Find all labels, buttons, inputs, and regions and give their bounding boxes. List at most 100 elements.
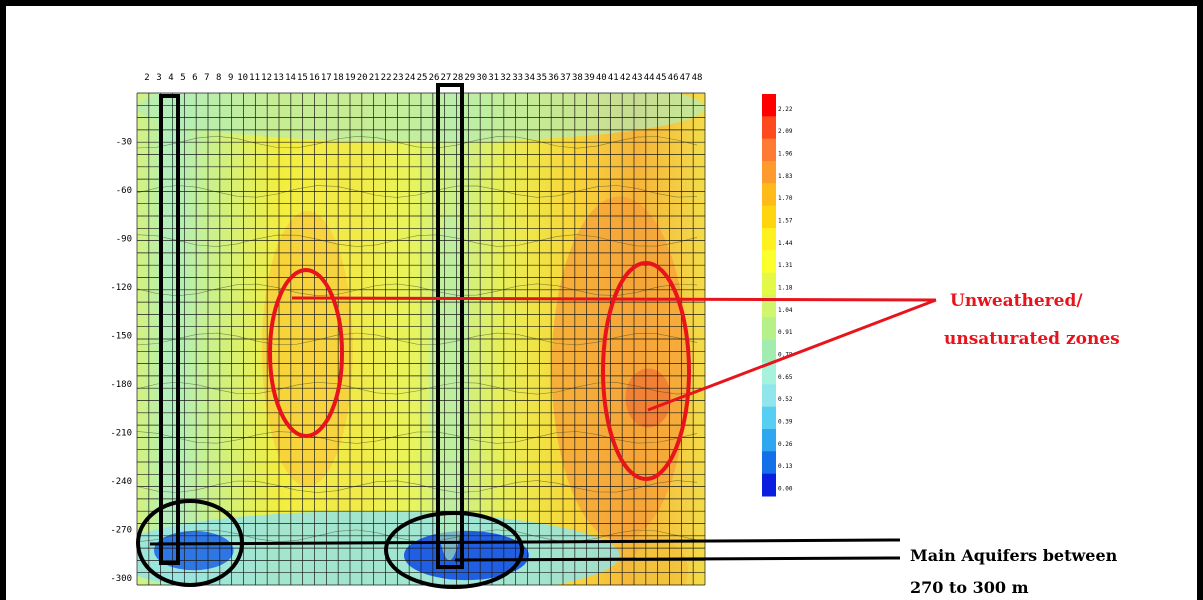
x-tick-label: 46	[668, 73, 679, 83]
colorbar-tick-label: 1.44	[778, 240, 793, 247]
x-tick-label: 47	[680, 73, 691, 83]
colorbar-swatch	[762, 473, 776, 497]
x-tick-label: 4	[168, 73, 173, 83]
colorbar-swatch	[762, 250, 776, 274]
colorbar-tick-label: 2.09	[778, 128, 793, 135]
x-tick-label: 12	[261, 73, 272, 83]
colorbar-swatch	[762, 183, 776, 207]
colorbar-swatch	[762, 138, 776, 162]
y-tick-label: -300	[110, 574, 132, 584]
colorbar-swatch	[762, 317, 776, 341]
x-tick-label: 36	[548, 73, 559, 83]
x-tick-label: 15	[297, 73, 308, 83]
y-tick-label: -120	[110, 283, 132, 293]
x-tick-label: 37	[560, 73, 571, 83]
colorbar-tick-label: 1.70	[778, 195, 793, 202]
x-tick-label: 20	[357, 73, 368, 83]
x-tick-label: 27	[440, 73, 451, 83]
colorbar-swatch	[762, 362, 776, 385]
x-tick-label: 41	[608, 73, 619, 83]
x-tick-label: 31	[488, 73, 499, 83]
x-tick-label: 22	[381, 73, 392, 83]
colorbar-swatch	[762, 94, 776, 117]
colorbar-swatch	[762, 272, 776, 296]
x-tick-label: 35	[536, 73, 547, 83]
x-tick-label: 42	[620, 73, 631, 83]
aquifer-label-line2: 270 to 300 m	[910, 578, 1029, 597]
x-tick-label: 24	[405, 73, 416, 83]
colorbar-tick-label: 1.57	[778, 217, 793, 224]
y-tick-label: -180	[110, 380, 132, 390]
colorbar-tick-label: 1.31	[778, 262, 793, 269]
x-tick-label: 45	[656, 73, 667, 83]
y-tick-label: -210	[110, 429, 132, 439]
colorbar-swatch	[762, 116, 776, 140]
y-tick-label: -30	[116, 138, 132, 148]
x-tick-label: 5	[180, 73, 185, 83]
aquifer-label-line1: Main Aquifers between	[910, 546, 1118, 565]
colorbar-tick-label: 2.22	[778, 106, 793, 113]
x-tick-label: 9	[228, 73, 233, 83]
x-tick-label: 14	[285, 73, 296, 83]
x-tick-label: 23	[393, 73, 404, 83]
x-tick-label: 39	[584, 73, 595, 83]
y-tick-labels: -30 -60 -90 -120 -150 -180 -210 -240 -270 -300	[110, 138, 132, 585]
bottom-right-warm	[631, 540, 688, 585]
contour-line	[137, 529, 698, 543]
y-tick-label: -240	[110, 477, 132, 487]
x-tick-label: 2	[144, 73, 149, 83]
y-tick-label: -150	[110, 332, 132, 342]
colorbar-swatch	[762, 339, 776, 363]
contour-line	[137, 135, 698, 149]
aquifer-ellipse-middle	[384, 511, 524, 589]
colorbar-tick-label: 0.00	[778, 485, 793, 492]
colorbar-swatch	[762, 384, 776, 408]
x-tick-label: 13	[273, 73, 284, 83]
y-tick-label: -60	[116, 186, 132, 196]
colorbar-tick-label: 0.91	[778, 329, 793, 336]
y-tick-label: -90	[116, 235, 132, 245]
x-tick-label: 30	[476, 73, 487, 83]
grid-lines	[136, 92, 706, 586]
colorbar-swatch	[762, 451, 776, 475]
left-warm-zone	[261, 211, 353, 487]
right-warm-zone	[551, 196, 688, 541]
contour-line	[137, 431, 698, 444]
x-tick-label: 26	[429, 73, 440, 83]
colorbar-tick-label: 0.65	[778, 374, 793, 381]
unsaturated-ellipse-right	[601, 261, 691, 481]
x-tick-label: 28	[452, 73, 463, 83]
unsaturated-pointer-line-1	[291, 296, 937, 302]
x-tick-label: 3	[156, 73, 161, 83]
annotation-overlays: Unweathered/ unsaturated zones Main Aqui…	[136, 83, 1120, 597]
colorbar-swatch	[762, 406, 776, 430]
x-tick-label: 11	[249, 73, 260, 83]
x-tick-label: 29	[464, 73, 475, 83]
aquifer-pointer-line-2	[454, 556, 901, 562]
y-tick-label: -270	[110, 526, 132, 536]
colorbar-swatch	[762, 228, 776, 251]
unsaturated-label-line1: Unweathered/	[950, 291, 1083, 311]
colorbar-tick-label: 0.39	[778, 418, 793, 425]
colorbar-tick-label: 0.78	[778, 351, 793, 358]
x-tick-label: 16	[309, 73, 320, 83]
x-tick-label: 32	[500, 73, 511, 83]
x-tick-label: 33	[512, 73, 523, 83]
x-tick-label: 25	[417, 73, 428, 83]
unsaturated-pointer-line-2	[647, 298, 937, 412]
aquifer-pointer-line-1	[149, 538, 901, 546]
colorbar: 2.22 2.09 1.96 1.83 1.70 1.57 1.44 1.31 1.18 1.04…	[762, 94, 793, 497]
colorbar-tick-label: 0.26	[778, 441, 793, 448]
colorbar-tick-label: 1.04	[778, 307, 793, 314]
contour-line	[137, 332, 698, 346]
x-tick-label: 38	[572, 73, 583, 83]
x-tick-label: 18	[333, 73, 344, 83]
profile-box-left	[159, 94, 180, 565]
colorbar-tick-label: 1.18	[778, 284, 793, 291]
x-tick-label: 43	[632, 73, 643, 83]
x-tick-label: 10	[237, 73, 248, 83]
x-tick-label: 40	[596, 73, 607, 83]
x-tick-label: 48	[692, 73, 703, 83]
